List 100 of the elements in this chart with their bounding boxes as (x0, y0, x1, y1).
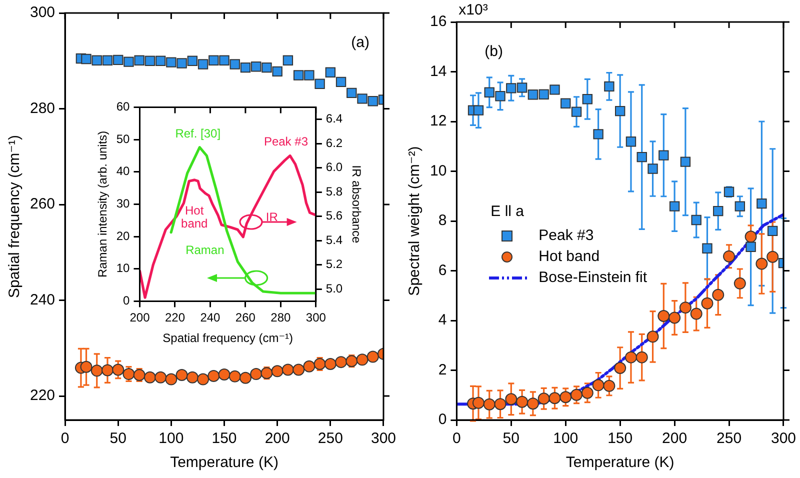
x-tick-label: 300 (306, 310, 326, 325)
point (516, 82, 528, 93)
y2-tick-label: 5.4 (326, 232, 343, 247)
point (292, 364, 305, 376)
point (102, 55, 113, 66)
point (165, 373, 178, 386)
point (208, 55, 219, 66)
y-axis-title: Raman intensity (arb. units) (96, 130, 110, 278)
point (690, 308, 702, 320)
point (626, 136, 636, 147)
point (293, 70, 304, 80)
point (366, 350, 379, 363)
point (368, 96, 378, 106)
x-tick-label: 200 (662, 430, 688, 448)
point (356, 354, 368, 366)
point (271, 365, 284, 378)
point (346, 88, 357, 98)
y2-tick-label: 5.6 (326, 208, 343, 223)
y-axis-title: Spatial frequency (cm⁻¹) (6, 135, 24, 298)
point (528, 90, 538, 100)
point (581, 386, 594, 399)
y2-tick-label: 6.4 (326, 112, 343, 126)
y-tick-label: 12 (430, 112, 447, 130)
y-tick-label: 20 (116, 228, 130, 243)
y-tick-label: 16 (430, 13, 447, 30)
point (702, 243, 712, 254)
point (314, 78, 325, 89)
y-tick-label: 14 (430, 62, 447, 80)
point (262, 62, 272, 73)
point (734, 277, 746, 290)
point (646, 330, 659, 343)
point (636, 351, 648, 364)
point (239, 372, 252, 384)
annotation: (b) (484, 43, 504, 60)
point (713, 206, 724, 216)
point (304, 70, 314, 80)
y2-tick-label: 6.0 (326, 160, 343, 174)
point (614, 106, 626, 116)
annotation: Raman (186, 243, 224, 258)
point (92, 55, 102, 66)
x-tick-label: 240 (200, 310, 221, 325)
point (303, 360, 316, 372)
point (324, 358, 336, 370)
point (658, 150, 669, 160)
y-tick-label: 10 (116, 261, 130, 276)
point (325, 67, 336, 78)
x-tick-label: 300 (370, 430, 396, 448)
point (144, 371, 156, 384)
x-tick-label: 280 (270, 310, 292, 325)
point (570, 388, 583, 401)
annotation: (a) (351, 34, 370, 52)
point (282, 364, 294, 376)
point (767, 226, 778, 236)
x-tick-label: 100 (553, 430, 578, 448)
point (176, 58, 187, 68)
point (81, 54, 92, 64)
point (176, 368, 188, 381)
point (701, 297, 714, 310)
point (538, 392, 550, 405)
point (734, 201, 746, 212)
point (251, 62, 262, 72)
y-tick-label: 220 (30, 387, 56, 404)
point (90, 364, 103, 377)
y-tick-label: 280 (30, 100, 56, 117)
x-tick-label: 300 (770, 430, 796, 448)
annotation: Ref. [30] (175, 126, 221, 141)
point (186, 371, 198, 384)
point (756, 198, 767, 209)
point (526, 398, 539, 410)
point (505, 393, 518, 406)
y-tick-label: 40 (116, 164, 130, 178)
point (483, 398, 496, 410)
point (550, 84, 560, 95)
point (582, 94, 592, 104)
point (604, 81, 614, 92)
point (272, 66, 282, 77)
y-tick-label: 4 (438, 312, 447, 329)
x-tick-label: 260 (235, 310, 256, 325)
point (746, 242, 756, 252)
point (112, 364, 124, 376)
point (516, 396, 528, 408)
point (155, 56, 166, 66)
point (560, 98, 571, 108)
point (80, 360, 92, 373)
x-tick-label: 50 (502, 430, 520, 448)
point (658, 310, 670, 322)
point (346, 355, 358, 368)
point (336, 76, 346, 88)
y-tick-label: 8 (438, 212, 447, 230)
point (766, 250, 779, 263)
legend-label: Bose-Einstein fit (538, 268, 648, 288)
x-tick-label: 220 (164, 310, 186, 325)
point (208, 370, 220, 382)
point (133, 368, 146, 381)
point (506, 83, 516, 94)
point (240, 62, 251, 73)
point (593, 129, 604, 140)
point (124, 56, 134, 67)
y-tick-label: 2 (438, 361, 447, 378)
legend-label: Hot band (538, 247, 600, 268)
